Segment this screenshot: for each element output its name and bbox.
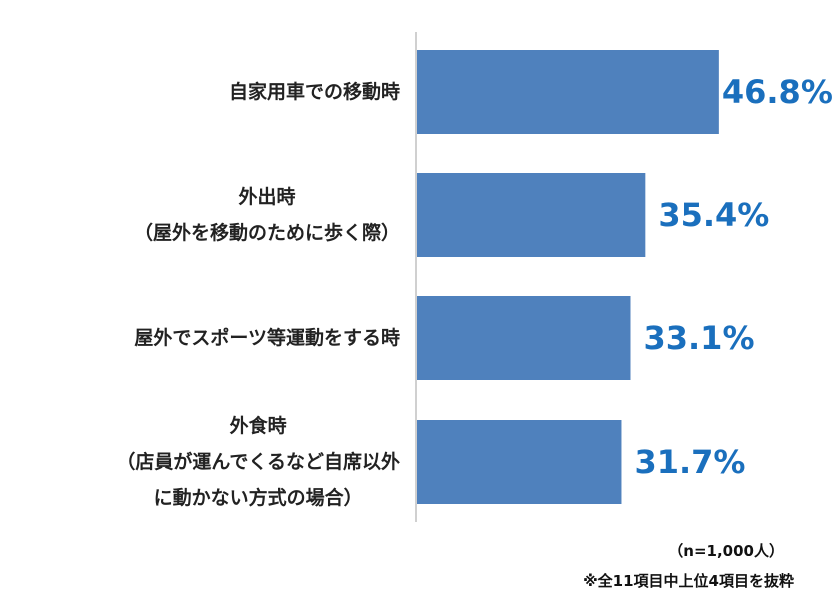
value-label-4: 31.7% xyxy=(634,443,746,481)
category-label-3: 屋外でスポーツ等運動をする時 xyxy=(134,324,400,352)
category-label-2: 外出時 （屋外を移動のために歩く際） xyxy=(134,183,400,247)
category-label-4: 外食時 （店員が運んでくるなど自席以外 に動かない方式の場合） xyxy=(116,412,400,512)
source-note: ※全11項目中上位4項目を抜粋 xyxy=(583,572,794,590)
value-label-2: 35.4% xyxy=(658,196,770,234)
value-label-3: 33.1% xyxy=(643,319,755,357)
bar-4 xyxy=(417,420,622,504)
category-label-line: 自家用車での移動時 xyxy=(228,81,400,103)
category-label-1: 自家用車での移動時 xyxy=(229,78,400,106)
category-label-line: 屋外でスポーツ等運動をする時 xyxy=(134,327,400,349)
bar-2 xyxy=(417,173,646,257)
category-label-line: 外食時 xyxy=(229,415,287,437)
category-label-line: に動かない方式の場合） xyxy=(153,487,363,509)
sample-size-note: （n=1,000人） xyxy=(668,542,784,560)
bar-3 xyxy=(417,296,631,380)
value-label-1: 46.8% xyxy=(721,73,833,111)
category-label-line: 外出時 xyxy=(238,186,296,208)
bar-1 xyxy=(417,50,719,134)
category-label-line: （屋外を移動のために歩く際） xyxy=(133,222,400,244)
category-label-line: （店員が運んでくるなど自席以外 xyxy=(116,451,400,473)
